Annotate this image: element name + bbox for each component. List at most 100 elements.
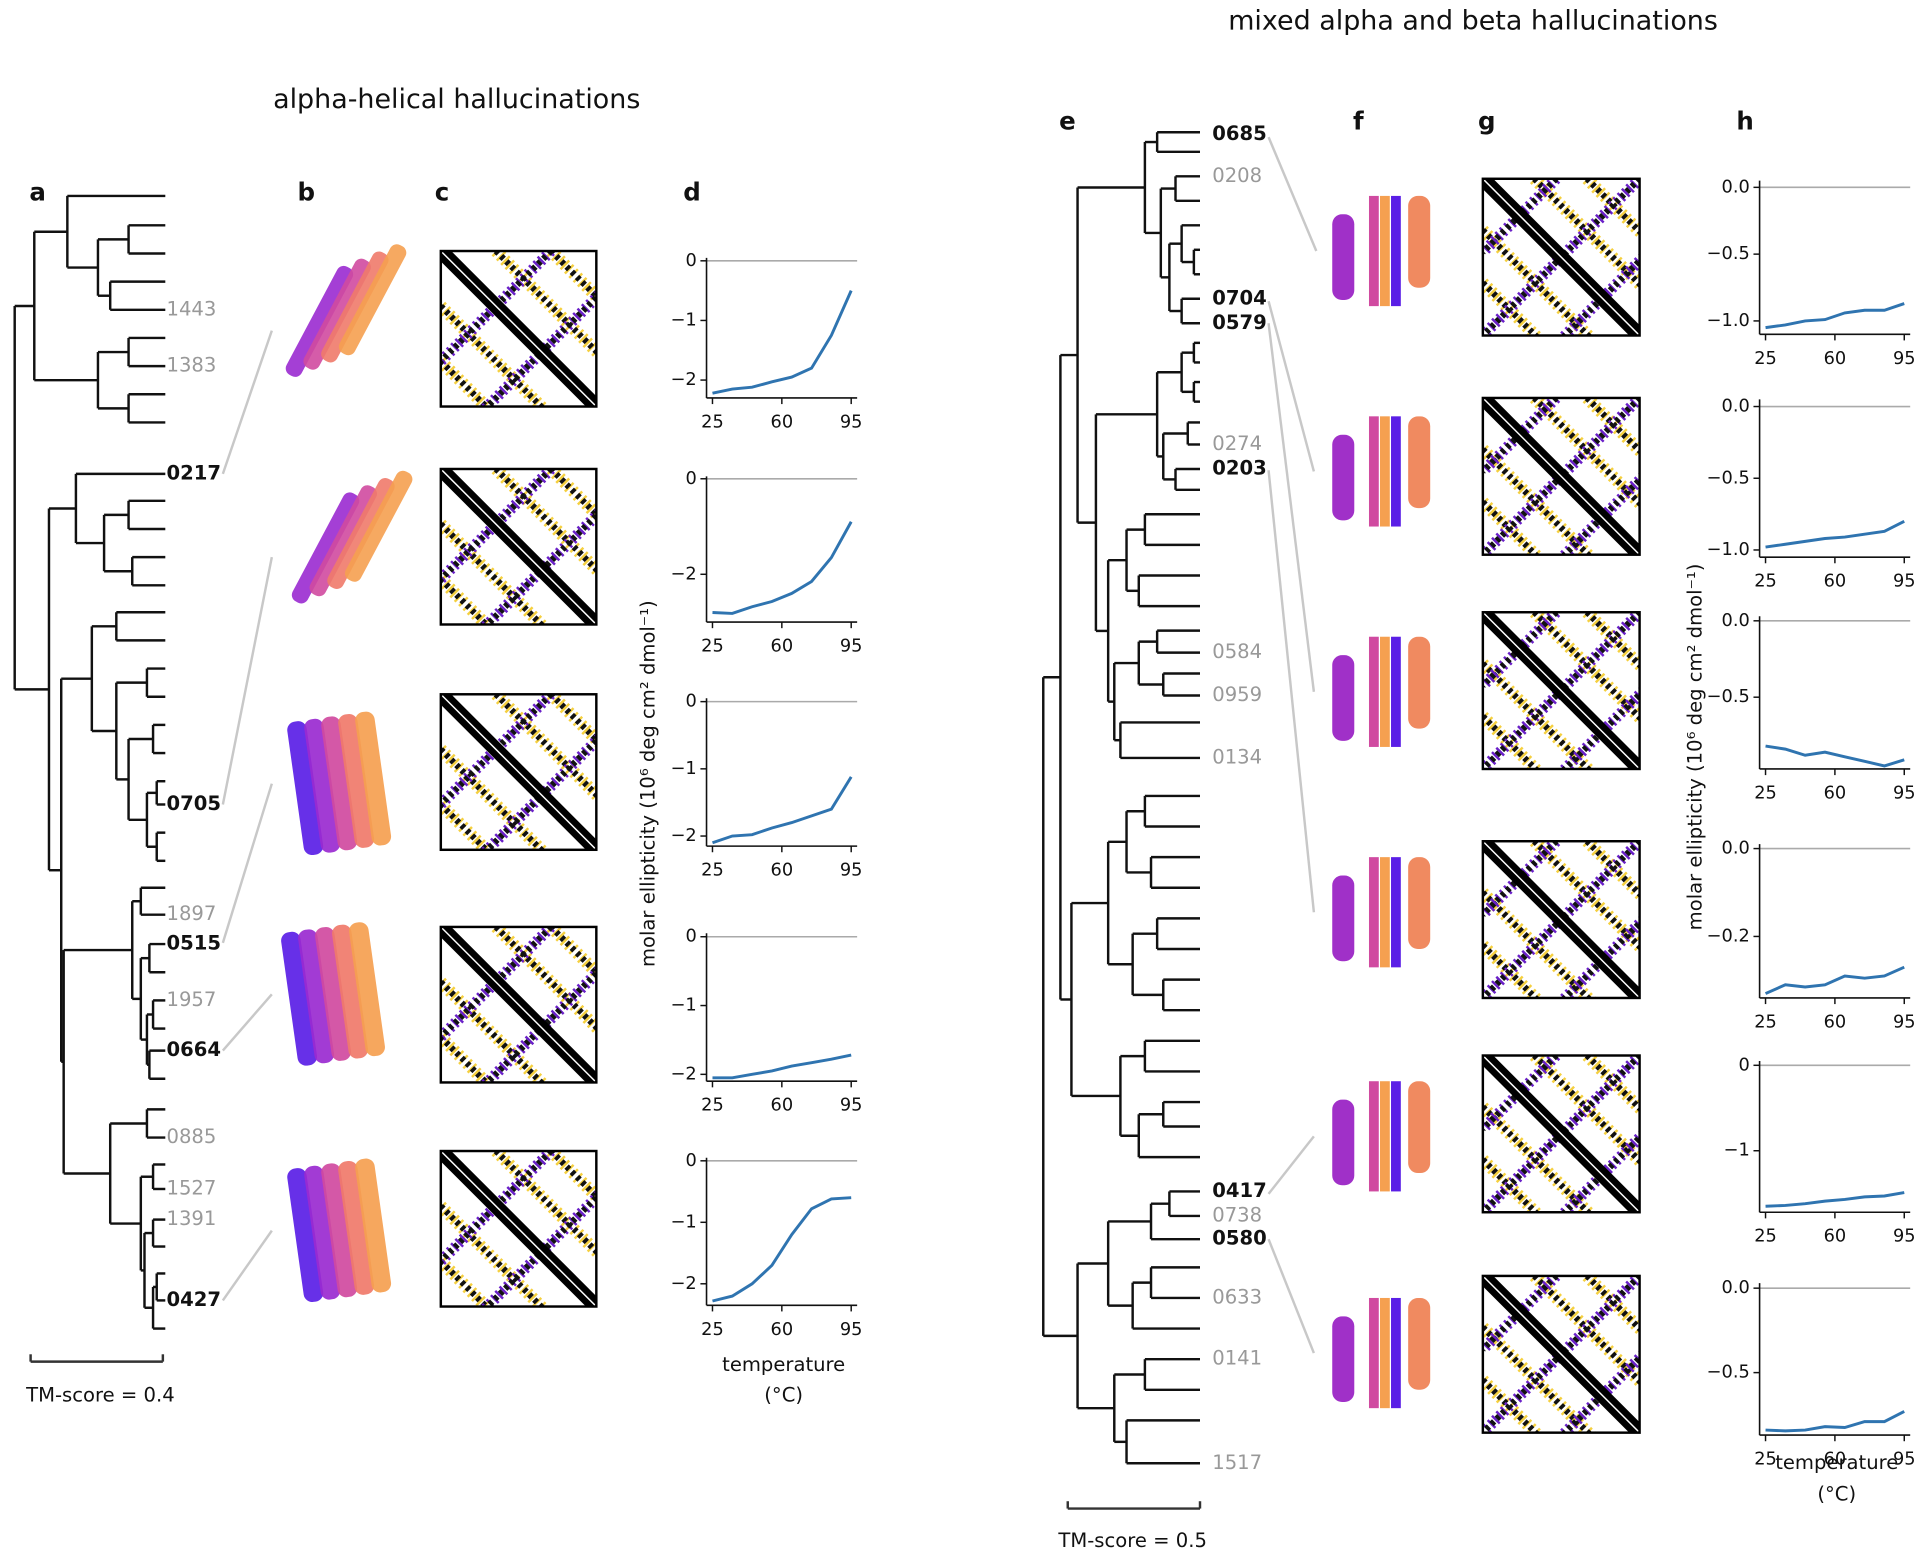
- leader-line: [1267, 136, 1318, 252]
- helix: [338, 1160, 375, 1295]
- y-tick-label: −0.5: [1707, 1363, 1750, 1383]
- diagonal-gap: [1482, 841, 1640, 998]
- x-axis-label: (°C): [1817, 1483, 1856, 1506]
- helix: [349, 922, 385, 1057]
- y-tick-label: −2: [671, 1064, 697, 1084]
- contact-band: [440, 1151, 555, 1266]
- x-tick-label: 95: [1893, 1450, 1916, 1470]
- diagonal-gap: [440, 694, 597, 850]
- x-tick-label: 25: [1754, 783, 1777, 803]
- leaf-label: 0515: [167, 932, 222, 955]
- contact-map: [440, 926, 597, 1083]
- strand: [1380, 1081, 1390, 1192]
- contact-band: [1532, 1275, 1640, 1386]
- x-tick-label: 95: [840, 637, 863, 657]
- strand: [1380, 195, 1390, 307]
- diagonal-gap: [440, 1151, 597, 1307]
- helix: [321, 251, 389, 363]
- y-tick-label: −0.5: [1707, 244, 1750, 264]
- contact-map: [1482, 841, 1640, 998]
- left-title: alpha-helical hallucinations: [273, 84, 640, 115]
- map-frame: [439, 925, 598, 1084]
- y-tick-label: −0.5: [1707, 468, 1750, 488]
- leaf-label: 0584: [1212, 640, 1262, 663]
- contact-map: [1482, 397, 1640, 555]
- helix: [1332, 875, 1355, 962]
- protein-structure: [1332, 857, 1431, 968]
- helix: [344, 470, 413, 582]
- strand: [1368, 1297, 1379, 1409]
- data-line: [712, 521, 853, 615]
- strand: [1391, 857, 1401, 968]
- x-axis-label: (°C): [764, 1383, 803, 1406]
- leaf-label: 0427: [167, 1288, 222, 1311]
- x-tick-label: 60: [771, 1096, 794, 1116]
- leader-line: [1267, 1135, 1315, 1195]
- y-tick-label: 0: [685, 251, 696, 271]
- y-tick-label: −1: [671, 310, 697, 330]
- map-frame: [1481, 396, 1641, 556]
- contact-band: [440, 926, 555, 1042]
- contact-band: [1532, 178, 1640, 289]
- leaf-label: 1897: [167, 902, 217, 925]
- y-tick-label: −1: [671, 996, 697, 1016]
- helix: [321, 716, 358, 851]
- protein-structure: [1332, 636, 1431, 747]
- helix: [1408, 1081, 1431, 1174]
- helix: [1332, 1316, 1355, 1403]
- data-line: [1765, 302, 1905, 330]
- protein-structure: [287, 1158, 392, 1302]
- y-tick-label: 0.0: [1722, 1278, 1750, 1298]
- panel-letter: b: [298, 177, 316, 206]
- leaf-label: 1443: [167, 297, 217, 320]
- x-tick-label: 25: [701, 1320, 724, 1340]
- x-tick-label: 95: [1893, 1227, 1916, 1247]
- y-axis-label: molar ellipticity (10⁶ deg cm² dmol⁻¹): [636, 600, 659, 967]
- y-tick-label: 0: [685, 927, 696, 947]
- panel-letter: h: [1736, 106, 1753, 135]
- x-tick-label: 60: [1824, 783, 1847, 803]
- helix: [315, 926, 352, 1061]
- x-tick-label: 25: [701, 637, 724, 657]
- strand: [1380, 416, 1390, 527]
- protein-structure: [287, 711, 392, 856]
- data-line: [712, 776, 853, 845]
- contact-map: [440, 694, 597, 850]
- protein-structure: [1332, 1297, 1431, 1409]
- protein-structure: [291, 470, 413, 604]
- x-tick-label: 25: [1754, 572, 1777, 592]
- data-line: [1765, 1410, 1905, 1433]
- data-line: [1765, 1191, 1905, 1208]
- y-axis-label: molar ellipticity (10⁶ deg cm² dmol⁻¹): [1683, 564, 1706, 931]
- diagonal-gap: [1482, 1055, 1640, 1213]
- helix: [1332, 434, 1355, 521]
- leaf-label: 1391: [167, 1207, 217, 1230]
- strand: [1368, 416, 1379, 527]
- x-tick-label: 60: [1824, 1012, 1847, 1032]
- leaf-label: 0633: [1212, 1285, 1262, 1308]
- helix: [287, 1168, 324, 1302]
- leader-line: [1267, 300, 1316, 472]
- x-tick-label: 95: [1893, 783, 1916, 803]
- contact-band: [1482, 1325, 1593, 1433]
- map-frame: [1481, 1054, 1641, 1214]
- strand: [1391, 636, 1401, 747]
- helix: [281, 931, 318, 1066]
- protein-structure: [281, 922, 385, 1066]
- leader-line: [221, 993, 273, 1052]
- strand: [1391, 1081, 1401, 1192]
- map-frame: [439, 693, 598, 852]
- x-tick-label: 25: [1754, 1012, 1777, 1032]
- x-tick-label: 95: [1893, 349, 1916, 369]
- helix: [304, 1165, 341, 1300]
- y-tick-label: −1: [1724, 1141, 1750, 1161]
- contact-band: [1482, 841, 1561, 919]
- helix: [298, 929, 335, 1064]
- y-tick-label: 0.0: [1722, 177, 1750, 197]
- x-tick-label: 95: [1893, 1012, 1916, 1032]
- helix: [287, 721, 324, 856]
- helix: [1332, 214, 1355, 300]
- y-tick-label: −2: [671, 564, 697, 584]
